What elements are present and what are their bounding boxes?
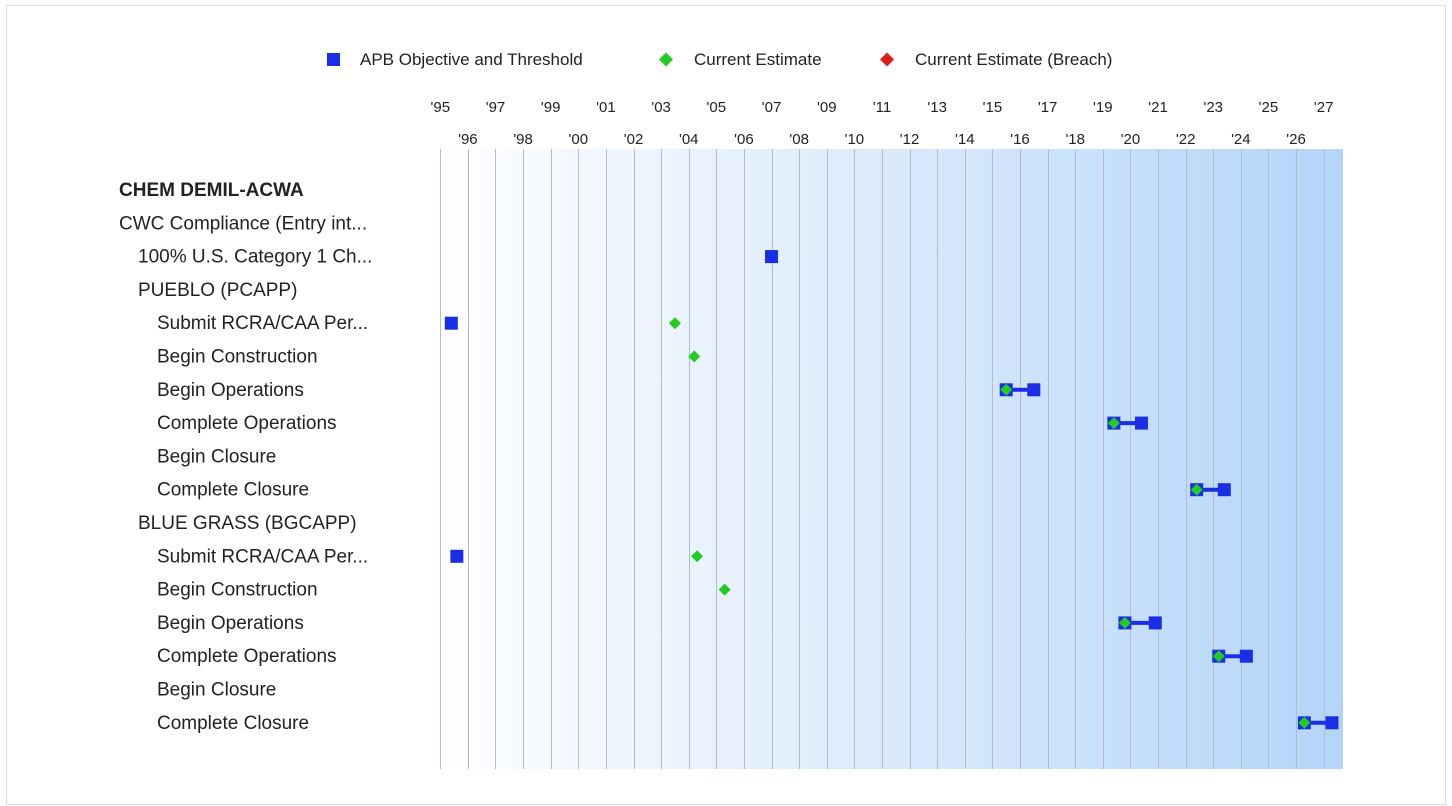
row-label: 100% U.S. Category 1 Ch... — [138, 247, 372, 268]
row-label: Begin Operations — [157, 613, 304, 634]
chart-frame: APB Objective and Threshold Current Esti… — [6, 5, 1446, 805]
row-label: CWC Compliance (Entry int... — [119, 213, 367, 234]
objective-marker — [450, 549, 464, 563]
row-label: Complete Operations — [157, 413, 337, 434]
x-tick-label: '95 — [431, 99, 451, 116]
current-estimate-marker — [668, 317, 681, 330]
x-axis-ticks: '95 '97 '99 '01 '03 '05 '07 '09 '11 '13 '15 '17 '19 '… — [431, 99, 1334, 148]
plot-background — [432, 149, 1343, 769]
x-tick-label: '12 — [900, 131, 920, 148]
current-estimate-marker — [688, 350, 701, 363]
x-tick-label: '14 — [955, 131, 975, 148]
row-label: Submit RCRA/CAA Per... — [157, 313, 368, 334]
row-label: Begin Closure — [157, 680, 276, 701]
row-label: Complete Closure — [157, 713, 309, 734]
row-label: Begin Operations — [157, 380, 304, 401]
x-tick-label: '98 — [513, 131, 533, 148]
row-label: Complete Operations — [157, 646, 337, 667]
x-tick-label: '26 — [1286, 131, 1306, 148]
x-tick-label: '15 — [983, 99, 1003, 116]
row-label: Submit RCRA/CAA Per... — [157, 546, 368, 567]
x-tick-label: '19 — [1093, 99, 1113, 116]
x-tick-label: '24 — [1231, 131, 1251, 148]
x-tick-label: '04 — [679, 131, 699, 148]
legend-item-objective: APB Objective and Threshold — [327, 50, 583, 69]
x-tick-label: '17 — [1038, 99, 1058, 116]
legend-label: APB Objective and Threshold — [360, 50, 583, 69]
current-estimate-marker — [691, 550, 704, 563]
legend-item-estimate: Current Estimate — [659, 50, 822, 69]
x-tick-label: '21 — [1148, 99, 1168, 116]
row-label: Begin Closure — [157, 446, 276, 467]
gridlines — [440, 149, 1325, 769]
x-tick-label: '99 — [541, 99, 561, 116]
x-tick-label: '25 — [1259, 99, 1279, 116]
x-tick-label: '96 — [458, 131, 478, 148]
row-label: Begin Construction — [157, 347, 318, 368]
threshold-marker — [1134, 416, 1148, 430]
threshold-marker — [1217, 483, 1231, 497]
x-tick-label: '18 — [1065, 131, 1085, 148]
x-tick-label: '09 — [817, 99, 837, 116]
current-estimate-marker — [1190, 483, 1203, 496]
x-tick-label: '01 — [596, 99, 616, 116]
x-tick-label: '07 — [762, 99, 782, 116]
x-tick-label: '03 — [651, 99, 671, 116]
threshold-marker — [1325, 716, 1339, 730]
x-tick-label: '06 — [734, 131, 754, 148]
threshold-marker — [1027, 383, 1041, 397]
x-tick-label: '97 — [486, 99, 506, 116]
row-label: BLUE GRASS (BGCAPP) — [138, 513, 357, 534]
legend-marker-diamond-icon — [659, 52, 673, 67]
row-labels: CHEM DEMIL-ACWA CWC Compliance (Entry int… — [119, 180, 372, 734]
x-tick-label: '16 — [1010, 131, 1030, 148]
current-estimate-marker — [1298, 716, 1311, 729]
x-tick-label: '20 — [1121, 131, 1141, 148]
row-label: Begin Construction — [157, 580, 318, 601]
objective-marker — [765, 250, 779, 264]
milestone-marks — [444, 250, 1339, 730]
threshold-marker — [1239, 649, 1253, 663]
legend-label: Current Estimate (Breach) — [915, 50, 1112, 69]
legend-item-breach: Current Estimate (Breach) — [880, 50, 1112, 69]
legend: APB Objective and Threshold Current Esti… — [327, 50, 1112, 69]
objective-marker — [444, 316, 458, 330]
legend-marker-diamond-icon — [880, 52, 894, 67]
x-tick-label: '05 — [707, 99, 727, 116]
x-tick-label: '27 — [1314, 99, 1334, 116]
legend-marker-square-icon — [327, 53, 340, 66]
current-estimate-marker — [1212, 650, 1225, 663]
x-tick-label: '23 — [1203, 99, 1223, 116]
x-tick-label: '00 — [569, 131, 589, 148]
x-tick-label: '10 — [845, 131, 865, 148]
row-label: Complete Closure — [157, 480, 309, 501]
row-label: CHEM DEMIL-ACWA — [119, 180, 304, 201]
x-tick-label: '02 — [624, 131, 644, 148]
current-estimate-marker — [1118, 616, 1131, 629]
current-estimate-marker — [718, 583, 731, 596]
x-tick-label: '08 — [789, 131, 809, 148]
current-estimate-marker — [1107, 417, 1120, 430]
x-tick-label: '13 — [927, 99, 947, 116]
x-tick-label: '22 — [1176, 131, 1196, 148]
legend-label: Current Estimate — [694, 50, 822, 69]
milestone-chart: APB Objective and Threshold Current Esti… — [119, 50, 1343, 769]
threshold-marker — [1148, 616, 1162, 630]
current-estimate-marker — [1000, 383, 1013, 396]
x-tick-label: '11 — [873, 99, 891, 116]
row-label: PUEBLO (PCAPP) — [138, 280, 297, 301]
